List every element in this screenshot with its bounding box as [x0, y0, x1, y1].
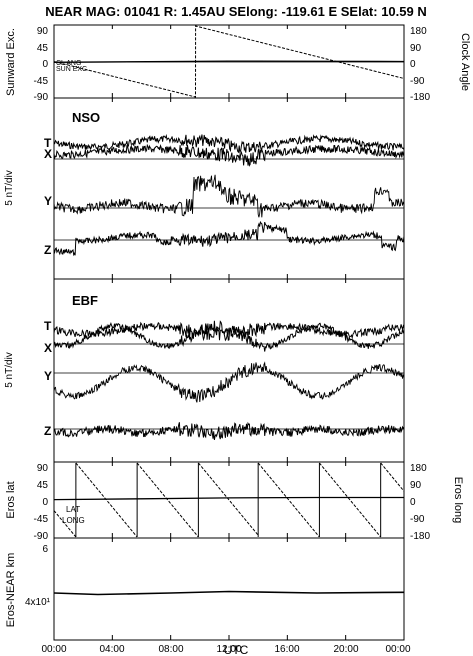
nso-label-y: Y [44, 194, 52, 208]
ebf-label-x: X [44, 341, 52, 355]
ebf-label-z: Z [44, 424, 51, 438]
x-tick-label: 08:00 [158, 644, 183, 655]
orientation-left-ticks: 90 45 0 -45 -90 [34, 26, 49, 103]
ebf-panel [53, 278, 405, 463]
nso-label-x: X [44, 147, 52, 161]
ebf-y-series [53, 361, 405, 403]
sunward-exc-axis-label: Sunward Exc. [5, 28, 17, 96]
long-label: LONG [62, 516, 85, 525]
orient-left-tick: 0 [42, 59, 48, 70]
distance-series [53, 590, 405, 596]
orient-right-tick: -180 [410, 92, 430, 103]
eros-right-tick: 180 [410, 463, 427, 474]
nso-z-series [53, 220, 405, 257]
orient-left-tick: -90 [34, 92, 49, 103]
x-axis-ticks [53, 25, 405, 640]
ebf-z-series [53, 421, 405, 440]
orient-right-tick: 90 [410, 43, 422, 54]
x-tick-label: 16:00 [274, 644, 299, 655]
eros-left-tick: 45 [37, 480, 49, 491]
x-tick-label: 00:00 [41, 644, 66, 655]
eros-left-tick: -45 [34, 514, 49, 525]
ebf-gridlines [54, 343, 404, 430]
x-tick-label: 12:00 [216, 644, 241, 655]
x-tick-label: 20:00 [333, 644, 358, 655]
x-tick-label: 00:00 [385, 644, 410, 655]
nso-ylabel: 5 nT/div [4, 170, 15, 206]
eros-panel [53, 461, 405, 539]
orient-left-tick: 45 [37, 43, 49, 54]
ebf-x-series [53, 320, 405, 352]
figure-title: NEAR MAG: 01041 R: 1.45AU SElong: -119.6… [45, 4, 426, 19]
eros-right-tick: -90 [410, 514, 425, 525]
x-axis-tick-labels: 00:00 04:00 08:00 12:00 16:00 20:00 00:0… [41, 644, 410, 655]
eros-right-tick: 0 [410, 497, 416, 508]
orientation-right-ticks: 180 90 0 -90 -180 [410, 26, 430, 103]
nso-gridlines [54, 158, 404, 241]
distance-tick-4: 4x10¹ [25, 597, 51, 608]
nso-panel [53, 97, 405, 280]
nso-y-series [53, 174, 405, 218]
eros-left-ticks: 90 45 0 -45 -90 [34, 463, 49, 542]
eros-lat-series [53, 496, 404, 501]
eros-right-tick: 90 [410, 480, 422, 491]
nso-title: NSO [72, 110, 100, 125]
lat-label: LAT [66, 505, 80, 514]
ebf-label-t: T [44, 319, 52, 333]
sunward-exc-series [53, 60, 405, 63]
orient-right-tick: 180 [410, 26, 427, 37]
eros-right-ticks: 180 90 0 -90 -180 [410, 463, 430, 542]
eros-left-tick: -90 [34, 531, 49, 542]
eros-lat-axis-label: Eros lat [5, 481, 17, 518]
sun-exc-label: SUN EXC. [56, 66, 89, 73]
eros-long-axis-label: Eros long [452, 477, 464, 523]
orient-left-tick: -45 [34, 76, 49, 87]
eros-left-tick: 90 [37, 463, 49, 474]
distance-tick-6: 6 [42, 544, 48, 555]
clock-angle-axis-label: Clock Angle [459, 33, 471, 91]
cl-ang-label: CL ANG [56, 60, 81, 67]
x-axis-label: UTC [224, 643, 249, 656]
distance-axis-label: Eros-NEAR km [5, 553, 17, 628]
ebf-title: EBF [72, 293, 98, 308]
orient-right-tick: -90 [410, 76, 425, 87]
eros-right-tick: -180 [410, 531, 430, 542]
ebf-ylabel: 5 nT/div [4, 352, 15, 388]
orient-left-tick: 90 [37, 26, 49, 37]
nso-t-series [53, 133, 405, 155]
eros-left-tick: 0 [42, 497, 48, 508]
ebf-label-y: Y [44, 369, 52, 383]
x-tick-label: 04:00 [99, 644, 124, 655]
orient-right-tick: 0 [410, 59, 416, 70]
eros-long-series [53, 462, 405, 538]
eros-reset-lines [75, 463, 382, 537]
nso-x-series [53, 143, 405, 167]
nso-label-t: T [44, 136, 52, 150]
nso-label-z: Z [44, 243, 51, 257]
distance-panel [53, 537, 405, 641]
